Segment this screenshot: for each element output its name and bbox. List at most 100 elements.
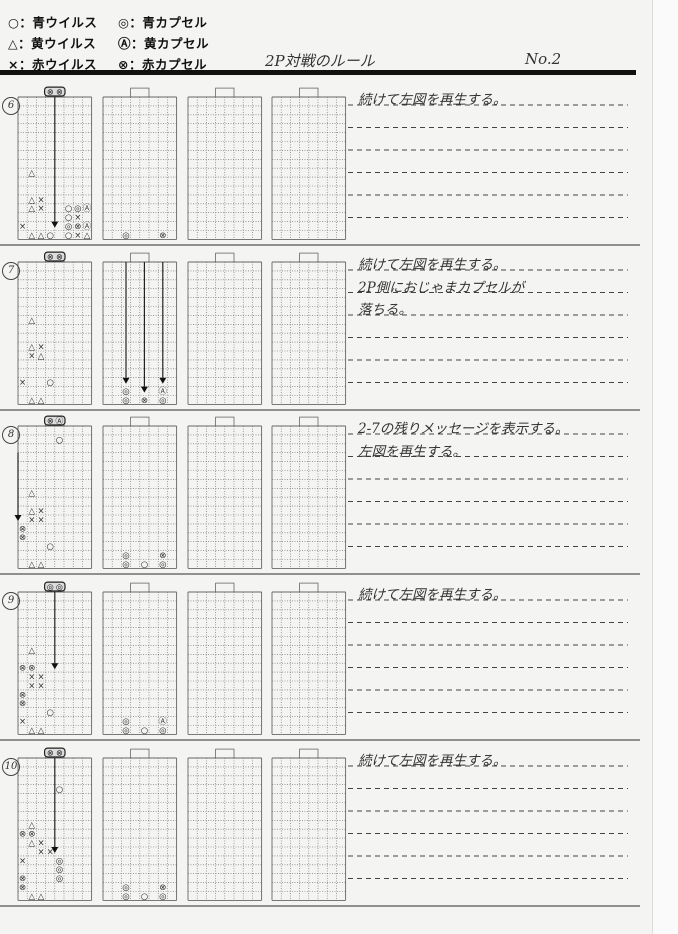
capsule-mark: ⊗ xyxy=(19,690,26,700)
virus-mark: ○ xyxy=(56,785,63,795)
capsule-mark: ◎ xyxy=(74,204,81,214)
bottle-neck xyxy=(299,582,319,593)
board-panel-2: ◎◎ ○⊗◎ xyxy=(102,416,178,570)
virus-mark: △ xyxy=(29,343,36,353)
capsule-mark: ⊗ xyxy=(19,524,26,534)
virus-mark: × xyxy=(28,673,35,683)
bottle-neck xyxy=(215,748,235,759)
board-panel-1: ◎ ◎△⊗ ⊗× ×× ×⊗⊗○×△ △ xyxy=(17,581,93,736)
capsule-mark: ⊗ xyxy=(141,396,148,406)
handwritten-note: 続けて左図を再生する。 xyxy=(358,753,507,769)
virus-mark: × xyxy=(28,351,35,361)
legend-yellow-virus: △：黄ウイルス xyxy=(8,36,97,51)
virus-mark: × xyxy=(19,222,26,232)
handwritten-note: 続けて左図を再生する。 xyxy=(358,587,507,603)
capsule-half: ⊗ xyxy=(47,749,54,758)
capsule-mark: ⊗ xyxy=(19,699,26,709)
capsule-mark: Ⓐ xyxy=(83,222,92,232)
virus-mark: △ xyxy=(29,892,36,902)
capsule-mark: ⊗ xyxy=(19,874,26,884)
handwritten-note: 左図を再生する。 xyxy=(358,443,466,460)
virus-mark: △ xyxy=(38,396,45,406)
board-panel-2: ◎◎ ⊗Ⓐ◎ xyxy=(102,252,178,406)
capsule-mark: ◎ xyxy=(122,717,129,727)
capsule-half: ⊗ xyxy=(56,749,63,758)
capsule-mark: ◎ xyxy=(56,856,63,866)
board-panel-4 xyxy=(271,252,347,405)
capsule-mark: ◎ xyxy=(159,560,166,570)
capsule-mark: ⊗ xyxy=(19,664,26,674)
capsule-mark: ◎ xyxy=(122,726,129,736)
step-number: 10 xyxy=(2,758,20,776)
capsule-mark: ◎ xyxy=(56,865,63,875)
capsule-mark: ⊗ xyxy=(74,222,81,232)
virus-mark: × xyxy=(37,195,44,205)
virus-mark: ○ xyxy=(46,708,53,718)
virus-mark: △ xyxy=(29,489,36,499)
capsule-half: ⊗ xyxy=(47,417,54,426)
bottle-neck xyxy=(130,748,150,759)
bottle-neck xyxy=(299,87,319,98)
virus-mark: × xyxy=(37,681,44,691)
step-number: 6 xyxy=(2,97,20,115)
virus-mark: ○ xyxy=(56,435,63,445)
bottle-neck xyxy=(130,416,150,427)
virus-mark: △ xyxy=(29,821,36,831)
legend-row-yellow: △：黄ウイルス Ⓐ：黄カプセル xyxy=(8,33,209,52)
capsule-mark: ◎ xyxy=(122,892,129,902)
virus-mark: ○ xyxy=(141,726,148,736)
virus-mark: ○ xyxy=(46,542,53,552)
arrow-head-icon xyxy=(159,377,167,384)
board-panel-3 xyxy=(187,252,263,405)
virus-mark: × xyxy=(19,378,26,388)
falling-capsule xyxy=(43,251,66,262)
handwritten-note: 続けて左図を再生する。 xyxy=(358,257,507,273)
virus-mark: × xyxy=(74,213,81,223)
virus-mark: × xyxy=(37,847,44,857)
section-8: ⊗ Ⓐ○△△ ×× ×⊗⊗○△ △◎◎ ○⊗◎ xyxy=(0,415,640,575)
falling-capsule xyxy=(43,747,66,758)
capsule-mark: ⊗ xyxy=(159,231,166,241)
step-number: 7 xyxy=(2,262,20,280)
step-number: 9 xyxy=(2,592,20,610)
board-panel-3 xyxy=(187,582,263,735)
capsule-mark: ⊗ xyxy=(19,883,26,893)
board-panel-4 xyxy=(271,416,347,569)
capsule-mark: ◎ xyxy=(65,222,72,232)
virus-mark: ○ xyxy=(141,892,148,902)
legend-red-virus: ×：赤ウイルス xyxy=(8,57,97,72)
virus-mark: × xyxy=(19,856,26,866)
arrow-head-icon xyxy=(51,847,59,853)
virus-mark: △ xyxy=(38,231,45,241)
capsule-mark: ◎ xyxy=(122,231,129,241)
board-panel-2: ◎◎ ○⊗◎ xyxy=(102,748,178,902)
handwritten-note: 2P側におじゃまカプセルが xyxy=(358,279,525,296)
capsule-mark: ⊗ xyxy=(19,830,26,840)
capsule-mark: ◎ xyxy=(159,726,166,736)
virus-mark: × xyxy=(37,343,44,353)
bottle-neck xyxy=(130,582,150,593)
board-panel-3 xyxy=(187,748,263,901)
handwritten-note: 2-7の残りメッセージを表示する。 xyxy=(358,421,569,437)
virus-mark: × xyxy=(28,681,35,691)
virus-mark: △ xyxy=(29,316,36,326)
arrow-head-icon xyxy=(51,221,59,228)
virus-mark: △ xyxy=(29,726,36,736)
capsule-mark: ⊗ xyxy=(159,551,166,561)
document-number: No.2 xyxy=(525,50,562,68)
virus-mark: △ xyxy=(29,169,36,179)
bottle-neck xyxy=(130,252,150,263)
bottle-neck xyxy=(215,87,235,98)
virus-mark: △ xyxy=(29,560,36,570)
board-panel-2: ◎ ⊗ xyxy=(102,87,178,241)
capsule-mark: ◎ xyxy=(159,892,166,902)
arrow-head-icon xyxy=(51,663,59,670)
capsule-mark: ◎ xyxy=(122,560,129,570)
virus-mark: △ xyxy=(38,892,45,902)
virus-mark: △ xyxy=(29,231,36,241)
virus-mark: × xyxy=(19,717,26,727)
virus-mark: ○ xyxy=(65,231,72,241)
legend-row-red: ×：赤ウイルス ⊗：赤カプセル xyxy=(8,54,207,73)
handwritten-note: 落ちる。 xyxy=(358,302,412,318)
virus-mark: ○ xyxy=(65,213,72,223)
